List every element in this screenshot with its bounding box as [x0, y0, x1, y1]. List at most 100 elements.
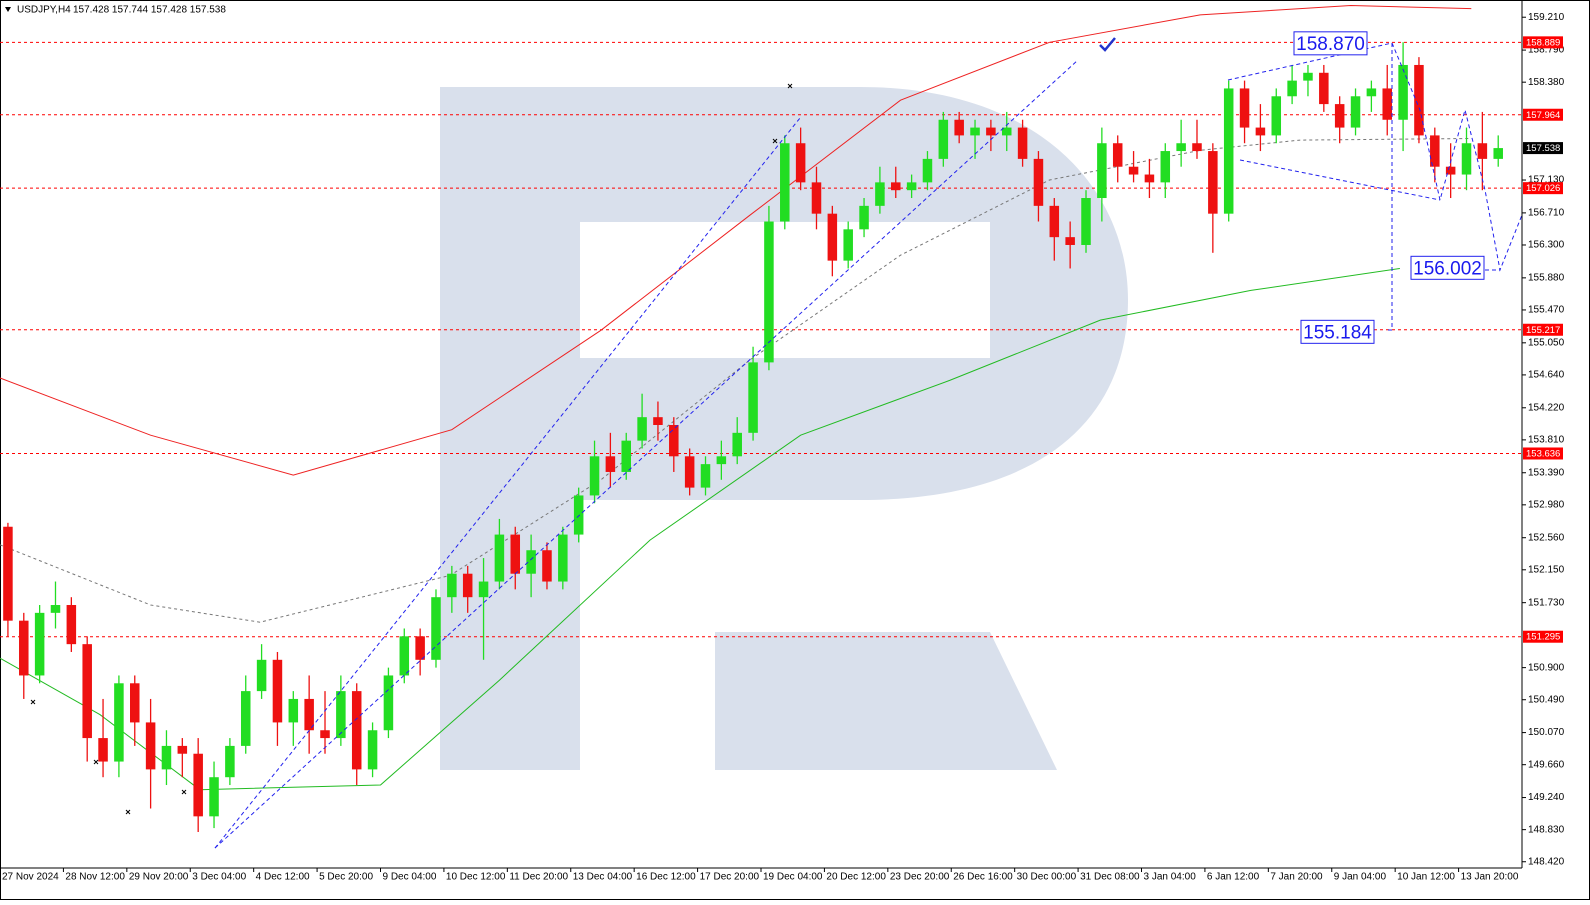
candle-body: [494, 534, 505, 582]
candle-body: [161, 745, 172, 770]
y-tick-label: 150.900: [1528, 662, 1565, 673]
candle-body: [3, 526, 13, 621]
candle-body: [478, 581, 489, 598]
candle-body: [50, 605, 61, 613]
candle-body: [34, 612, 45, 676]
level-label-box: [1523, 447, 1563, 460]
candle-body: [1303, 72, 1313, 81]
candle-body: [1192, 143, 1202, 152]
candle-body: [970, 127, 980, 136]
candle-body: [336, 691, 346, 739]
x-tick-label: 13 Jan 20:00: [1461, 872, 1519, 883]
candle-body: [1049, 205, 1060, 238]
candle-body: [542, 550, 552, 582]
candle-body: [558, 534, 568, 582]
y-tick-label: 158.790: [1528, 45, 1565, 56]
candle-body: [351, 691, 362, 770]
candle-body: [66, 605, 77, 645]
candle-body: [637, 417, 647, 441]
candle-body: [462, 573, 473, 598]
candle-body: [653, 417, 663, 425]
candle-body: [1430, 135, 1440, 167]
candle-body: [130, 683, 140, 723]
y-tick-label: 155.880: [1528, 272, 1565, 283]
candle-body: [589, 456, 600, 496]
analysis-lines: [214, 42, 1523, 849]
candle-body: [431, 597, 441, 660]
candle-body: [1239, 88, 1250, 128]
y-tick-label: 155.470: [1528, 305, 1565, 316]
x-tick-label: 10 Jan 12:00: [1397, 872, 1455, 883]
candle-body: [843, 229, 853, 261]
candle-body: [114, 683, 124, 762]
y-tick-label: 148.830: [1528, 824, 1565, 835]
fractal-marks: [30, 83, 793, 815]
level-label-box: [1523, 142, 1563, 155]
y-tick-label: 153.390: [1528, 467, 1565, 478]
candle-body: [1017, 127, 1028, 159]
candle-body: [1223, 88, 1234, 214]
fractal-cross: [30, 83, 793, 815]
x-tick-label: 19 Dec 04:00: [763, 872, 823, 883]
level-label-box: [1523, 323, 1563, 336]
candle-body: [954, 119, 964, 136]
candle-body: [906, 182, 917, 191]
candle-body: [1160, 151, 1171, 183]
candle-body: [684, 456, 695, 488]
candle-body: [415, 636, 425, 660]
candle-body: [764, 221, 774, 363]
candle-body: [225, 745, 235, 778]
candle-body: [1065, 237, 1075, 245]
x-tick-label: 31 Dec 08:00: [1080, 872, 1140, 883]
annotation-label: 155.184: [1303, 322, 1372, 343]
candle-body: [1398, 64, 1408, 120]
y-tick-label: 156.710: [1528, 208, 1565, 219]
candle-body: [240, 691, 251, 746]
y-tick-label: 154.220: [1528, 402, 1565, 413]
candle-body: [1461, 143, 1472, 175]
candle-body: [621, 440, 631, 472]
candle-body: [1319, 72, 1329, 105]
level-label: 153.636: [1526, 449, 1560, 460]
target-line: [1385, 43, 1393, 331]
x-tick-label: 10 Dec 12:00: [446, 872, 506, 883]
candle-body: [811, 182, 822, 214]
candle-body: [1176, 143, 1186, 152]
candle-body: [1097, 143, 1107, 199]
annotation-label: 156.002: [1413, 258, 1482, 279]
candle-body: [1382, 88, 1392, 120]
x-tick-label: 3 Dec 04:00: [192, 872, 246, 883]
candle-body: [1366, 88, 1377, 97]
candle-body: [732, 432, 742, 457]
logo-r-top: [440, 87, 1128, 770]
candle-body: [1477, 143, 1488, 159]
level-label-box: [1523, 36, 1563, 49]
level-label: 151.295: [1526, 632, 1560, 643]
y-tick-label: 155.050: [1528, 337, 1565, 348]
x-tick-label: 4 Dec 12:00: [256, 872, 310, 883]
candle-body: [304, 698, 314, 731]
candle-body: [827, 213, 838, 261]
y-tick-label: 156.300: [1528, 240, 1565, 251]
candle-body: [320, 730, 330, 739]
candle-body: [1033, 158, 1044, 206]
indicator-line: [0, 138, 1472, 623]
channel-line: [1239, 159, 1441, 201]
candle-body: [193, 753, 203, 817]
level-label-box: [1523, 182, 1563, 195]
y-tick-label: 159.210: [1528, 12, 1565, 23]
chart-ohlc: 157.428 157.744 157.428 157.538: [73, 5, 226, 16]
candle-body: [82, 644, 92, 739]
x-tick-label: 9 Jan 04:00: [1334, 872, 1387, 883]
y-tick-label: 154.640: [1528, 370, 1565, 381]
y-tick-label: 149.240: [1528, 792, 1565, 803]
candle-body: [938, 119, 949, 159]
candle-body: [1287, 80, 1297, 97]
x-tick-label: 11 Dec 20:00: [509, 872, 568, 883]
x-tick-label: 26 Dec 16:00: [953, 872, 1013, 883]
x-tick-label: 30 Dec 00:00: [1017, 872, 1077, 883]
candle-body: [447, 573, 457, 598]
candle-body: [1334, 104, 1345, 128]
candle-body: [1112, 143, 1123, 167]
